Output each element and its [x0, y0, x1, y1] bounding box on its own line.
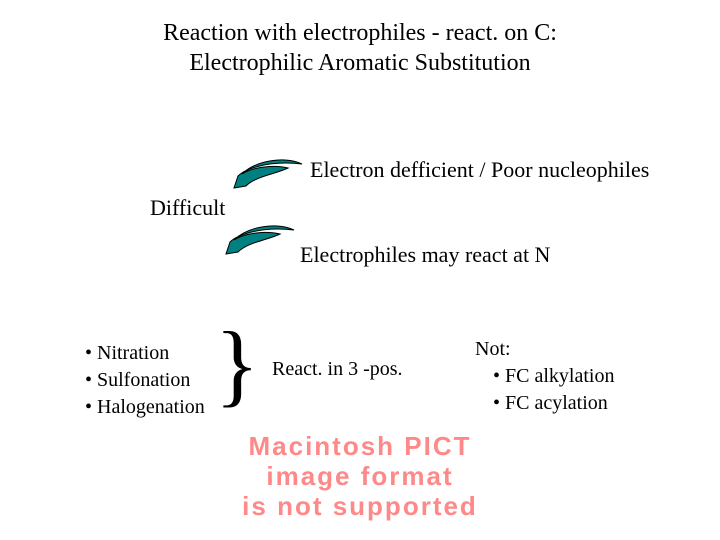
- curved-arrow-icon: [226, 156, 306, 190]
- pict-warning: Macintosh PICT image format is not suppo…: [0, 432, 720, 522]
- watermark-line: Macintosh PICT: [248, 431, 471, 461]
- watermark-line: image format: [266, 461, 453, 491]
- list-item: • FC acylation: [475, 390, 614, 417]
- list-item: • Nitration: [85, 340, 205, 367]
- statement-electron-deficient: Electron defficient / Poor nucleophiles: [310, 157, 649, 183]
- list-item: • Sulfonation: [85, 367, 205, 394]
- watermark-line: is not supported: [242, 491, 478, 521]
- brace-icon: }: [215, 318, 259, 410]
- not-block: Not: • FC alkylation • FC acylation: [475, 336, 614, 417]
- title-line-2: Electrophilic Aromatic Substitution: [189, 50, 530, 76]
- title-line-1: Reaction with electrophiles - react. on …: [163, 20, 557, 46]
- statement-electrophiles-at-n: Electrophiles may react at N: [300, 242, 550, 268]
- list-item: • FC alkylation: [475, 363, 614, 390]
- arrow-shape: [226, 226, 294, 254]
- slide-title: Reaction with electrophiles - react. on …: [0, 18, 720, 78]
- label-difficult: Difficult: [150, 195, 225, 221]
- arrow-shape: [234, 160, 302, 188]
- list-item: • Halogenation: [85, 394, 205, 421]
- label-react-3pos: React. in 3 -pos.: [272, 358, 403, 381]
- curved-arrow-icon: [218, 222, 298, 256]
- slide: Reaction with electrophiles - react. on …: [0, 0, 720, 540]
- not-header: Not:: [475, 336, 614, 363]
- reaction-list: • Nitration • Sulfonation • Halogenation: [85, 340, 205, 421]
